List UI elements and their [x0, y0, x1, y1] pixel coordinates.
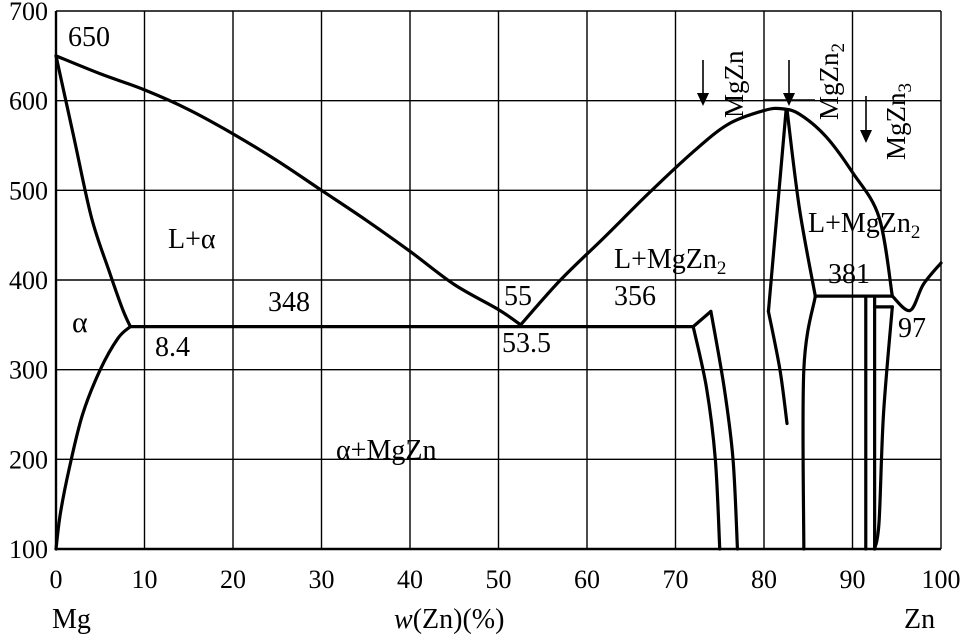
compound-label-mgzn3: MgZn3: [881, 83, 916, 160]
phase-boundary-line: [890, 261, 943, 313]
x-axis-label: w(Zn)(%): [394, 604, 504, 635]
x-tick-label: 60: [574, 565, 600, 594]
label-53-5: 53.5: [502, 328, 551, 359]
arrow-mgzn3-icon: [860, 96, 872, 143]
phase-boundary-line: [54, 54, 132, 329]
x-tick-label: 40: [397, 565, 423, 594]
phase-boundary-line: [766, 309, 789, 426]
phase-boundary-line: [873, 305, 894, 551]
phase-boundary-line: [519, 106, 894, 327]
compound-label-mgzn: MgZn: [719, 50, 749, 118]
grid-layer: [54, 10, 942, 551]
phase-boundary-line: [785, 108, 817, 298]
y-tick-label: 700: [9, 0, 48, 26]
phase-label-alpha: α: [72, 306, 88, 339]
arrow-mgzn-icon: [697, 60, 709, 106]
phase-boundary-line: [691, 309, 713, 329]
x-tick-label: 90: [840, 565, 866, 594]
label-381: 381: [828, 259, 870, 290]
phase-label-l-mgzn2-right: L+MgZn2: [808, 208, 920, 243]
compound-label-mgzn2: MgZn2: [814, 43, 849, 120]
y-tick-label: 100: [9, 535, 48, 564]
arrow-mgzn2-icon: [763, 60, 815, 106]
label-348: 348: [268, 287, 310, 318]
x-tick-label: 50: [486, 565, 512, 594]
x-tick-label: 20: [220, 565, 246, 594]
phase-label-l-alpha: L+α: [168, 224, 216, 255]
y-tick-label: 300: [9, 356, 48, 385]
x-tick-label: 0: [50, 565, 63, 594]
y-tick-label: 400: [9, 266, 48, 295]
phase-label-alpha-mgzn: α+MgZn: [336, 435, 436, 466]
phase-boundary-line: [54, 325, 132, 551]
y-tick-label: 600: [9, 87, 48, 116]
x-end-label-mg: Mg: [52, 604, 91, 635]
label-97: 97: [898, 313, 926, 344]
label-650: 650: [68, 22, 110, 53]
x-end-label-zn: Zn: [904, 604, 935, 635]
y-tick-label: 500: [9, 176, 48, 205]
x-tick-label: 100: [922, 565, 961, 594]
phase-boundary-line: [709, 309, 740, 551]
phase-boundary-line: [54, 54, 523, 327]
x-tick-label: 30: [309, 565, 335, 594]
phase-boundary-line: [766, 108, 788, 313]
label-356: 356: [614, 281, 656, 312]
label-55: 55: [504, 281, 532, 312]
x-tick-label: 70: [663, 565, 689, 594]
phase-boundary-line: [691, 325, 722, 551]
curve-layer: [54, 54, 943, 551]
label-8-4: 8.4: [155, 332, 190, 363]
y-tick-label: 200: [9, 445, 48, 474]
phase-boundary-line: [801, 294, 817, 551]
label-layer: Mg Zn w(Zn)(%) 650 8.4 348 55 53.5 356 3…: [9, 0, 961, 635]
phase-label-l-mgzn2-left: L+MgZn2: [614, 244, 726, 279]
x-tick-label: 80: [751, 565, 777, 594]
x-tick-label: 10: [132, 565, 158, 594]
